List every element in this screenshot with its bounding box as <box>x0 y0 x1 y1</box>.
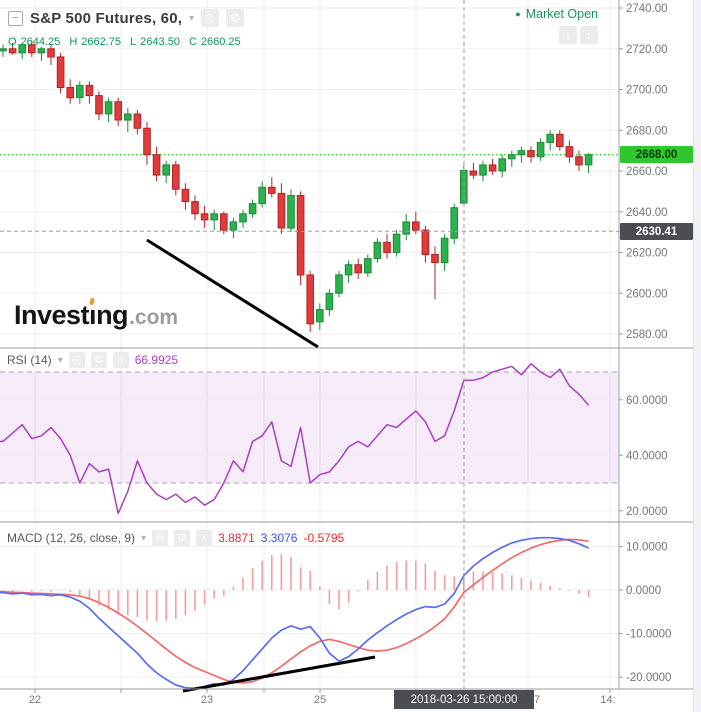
svg-text:40.0000: 40.0000 <box>626 450 668 462</box>
open-value: 2644.25 <box>20 36 61 48</box>
svg-text:0.0000: 0.0000 <box>626 585 661 597</box>
time-label: 7 <box>533 694 541 706</box>
svg-text:2700.00: 2700.00 <box>626 85 668 97</box>
svg-text:2600.00: 2600.00 <box>626 288 668 300</box>
close-icon[interactable]: × <box>112 352 129 368</box>
gear-icon[interactable]: ⚙ <box>226 9 245 27</box>
svg-text:2680.00: 2680.00 <box>626 125 668 137</box>
svg-text:-10.0000: -10.0000 <box>626 629 671 641</box>
svg-text:20.0000: 20.0000 <box>626 506 668 518</box>
logo-text: Investı ng <box>14 297 129 331</box>
crosshair-time-label: 2018-03-26 15:00:00 <box>394 690 534 709</box>
svg-text:2640.00: 2640.00 <box>626 207 668 219</box>
svg-text:2580.00: 2580.00 <box>626 329 668 341</box>
market-status-block: ● Market Open ↓ ↕ <box>515 7 598 44</box>
logo-com-text: .com <box>129 306 179 329</box>
eye-icon[interactable]: ◎ <box>152 530 169 546</box>
open-label: O <box>8 36 17 48</box>
market-status: ● Market Open <box>515 7 598 21</box>
auto-scale-button[interactable]: ↕ <box>580 26 598 44</box>
time-axis[interactable]: 22 23 25 7 14: <box>0 690 694 712</box>
svg-text:2740.00: 2740.00 <box>626 3 668 15</box>
rsi-label[interactable]: RSI (14) <box>7 353 52 367</box>
high-label: H <box>69 36 78 48</box>
ohlc-row: O 2644.25 H 2662.75 L 2643.50 C 2660.25 <box>8 36 241 48</box>
macd-hist-value: 3.8871 <box>218 531 255 545</box>
chevron-down-icon[interactable]: ▾ <box>141 532 147 544</box>
low-label: L <box>130 36 137 48</box>
rsi-value: 66.9925 <box>134 353 179 367</box>
macd-line-value: 3.3076 <box>260 531 298 545</box>
page-title: S&P 500 Futures, 60, <box>30 9 183 27</box>
svg-text:10.0000: 10.0000 <box>626 541 668 553</box>
close-label: C <box>188 36 197 48</box>
gear-icon[interactable]: ⚙ <box>90 352 107 368</box>
eye-icon[interactable]: ◎ <box>201 9 220 27</box>
close-value: 2660.25 <box>200 36 241 48</box>
time-label: 23 <box>200 694 214 706</box>
time-label: 25 <box>313 694 327 706</box>
symbol-header: − S&P 500 Futures, 60, ▾ ◎ ⚙ <box>8 9 245 27</box>
rsi-pane-header: RSI (14) ▾ ◎ ⚙ × 66.9925 <box>7 352 178 368</box>
svg-text:60.0000: 60.0000 <box>626 395 668 407</box>
investing-logo: Investı ng .com <box>14 297 179 331</box>
close-icon[interactable]: × <box>196 530 213 546</box>
chevron-down-icon[interactable]: ▾ <box>189 12 195 24</box>
svg-text:2620.00: 2620.00 <box>626 248 668 260</box>
macd-pane-header: MACD (12, 26, close, 9) ▾ ◎ ⚙ × 3.8871 3… <box>7 530 344 546</box>
high-value: 2662.75 <box>81 36 122 48</box>
eye-icon[interactable]: ◎ <box>68 352 85 368</box>
minus-glyph: − <box>12 11 19 24</box>
svg-text:-20.0000: -20.0000 <box>626 672 671 684</box>
crosshair-price-label: 2630.41 <box>620 223 693 240</box>
status-dot-icon: ● <box>515 9 521 19</box>
scrollbar[interactable] <box>693 0 701 712</box>
collapse-icon[interactable]: − <box>8 10 23 26</box>
scroll-to-recent-button[interactable]: ↓ <box>559 26 577 44</box>
macd-signal-value: -0.5795 <box>303 531 345 545</box>
last-price-label: 2668.00 <box>620 146 693 163</box>
svg-text:2660.00: 2660.00 <box>626 166 668 178</box>
low-value: 2643.50 <box>140 36 180 48</box>
macd-label[interactable]: MACD (12, 26, close, 9) <box>7 531 136 545</box>
gear-icon[interactable]: ⚙ <box>174 530 191 546</box>
time-label: 14: <box>600 694 616 706</box>
chevron-down-icon[interactable]: ▾ <box>57 354 63 366</box>
time-label: 22 <box>28 694 42 706</box>
svg-text:2720.00: 2720.00 <box>626 44 668 56</box>
market-status-text: Market Open <box>525 7 598 21</box>
